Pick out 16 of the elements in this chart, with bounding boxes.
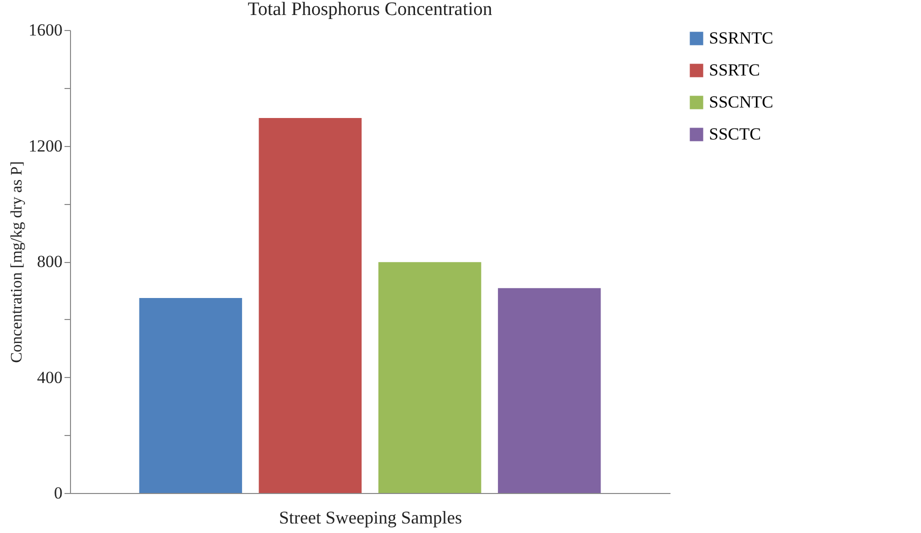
- x-axis-title: Street Sweeping Samples: [279, 508, 462, 528]
- bar: [378, 262, 482, 493]
- legend-label: SSCTC: [709, 124, 761, 144]
- bar: [498, 288, 601, 493]
- y-axis-title: Concentration [mg/kg dry as P]: [8, 161, 26, 363]
- legend-label: SSRNTC: [709, 28, 774, 48]
- y-tick-label: 0: [54, 484, 62, 502]
- y-tick-label: 800: [37, 252, 62, 271]
- bar: [139, 298, 242, 493]
- y-tick-label: 1600: [28, 20, 62, 40]
- bar: [258, 118, 362, 493]
- legend-label: SSRTC: [709, 60, 760, 80]
- chart-title: Total Phosphorus Concentration: [248, 0, 493, 20]
- y-tick-label: 1200: [28, 136, 62, 156]
- legend-label: SSCNTC: [709, 92, 774, 112]
- y-tick-label: 400: [37, 368, 62, 387]
